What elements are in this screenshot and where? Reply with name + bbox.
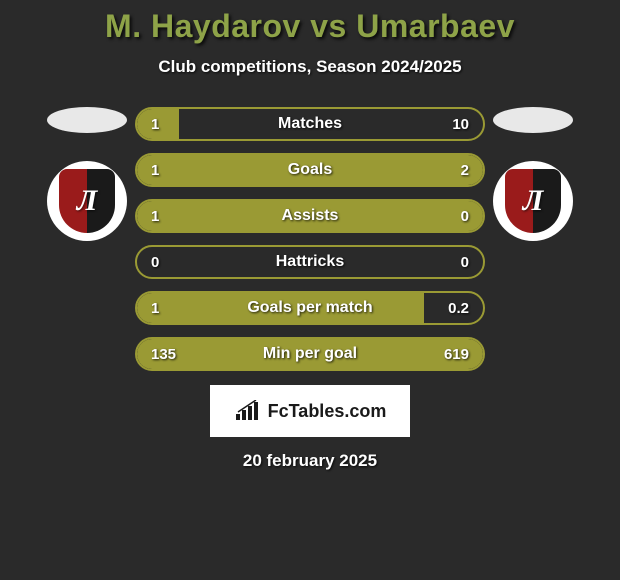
stat-label: Min per goal: [137, 345, 483, 363]
stat-label: Hattricks: [137, 253, 483, 271]
player-left-club-logo: Л: [47, 161, 127, 241]
club-letter: Л: [523, 184, 544, 218]
comparison-card: M. Haydarov vs Umarbaev Club competition…: [0, 0, 620, 580]
subtitle: Club competitions, Season 2024/2025: [0, 57, 620, 77]
stat-label: Goals per match: [137, 299, 483, 317]
stat-bar: 12Goals: [135, 153, 485, 187]
content-row: Л 110Matches12Goals10Assists00Hattricks1…: [0, 107, 620, 371]
watermark: FcTables.com: [210, 385, 410, 437]
page-title: M. Haydarov vs Umarbaev: [0, 8, 620, 45]
stat-label: Matches: [137, 115, 483, 133]
player-left-column: Л: [47, 107, 127, 241]
stat-bar: 10.2Goals per match: [135, 291, 485, 325]
player-right-photo: [493, 107, 573, 133]
stat-bar: 10Assists: [135, 199, 485, 233]
stat-bar: 110Matches: [135, 107, 485, 141]
player-right-club-logo: Л: [493, 161, 573, 241]
shield-icon: Л: [505, 169, 561, 233]
footer-date: 20 february 2025: [0, 451, 620, 471]
chart-icon: [234, 400, 262, 422]
stat-label: Assists: [137, 207, 483, 225]
shield-icon: Л: [59, 169, 115, 233]
player-right-column: Л: [493, 107, 573, 241]
watermark-text: FcTables.com: [268, 401, 387, 422]
stat-label: Goals: [137, 161, 483, 179]
player-left-photo: [47, 107, 127, 133]
stat-bars: 110Matches 12Goals 10Assists 00Hattricks 10.…: [135, 107, 485, 371]
stat-bar: 135619Min per goal: [135, 337, 485, 371]
stat-bar: 00Hattricks: [135, 245, 485, 279]
club-letter: Л: [77, 184, 98, 218]
